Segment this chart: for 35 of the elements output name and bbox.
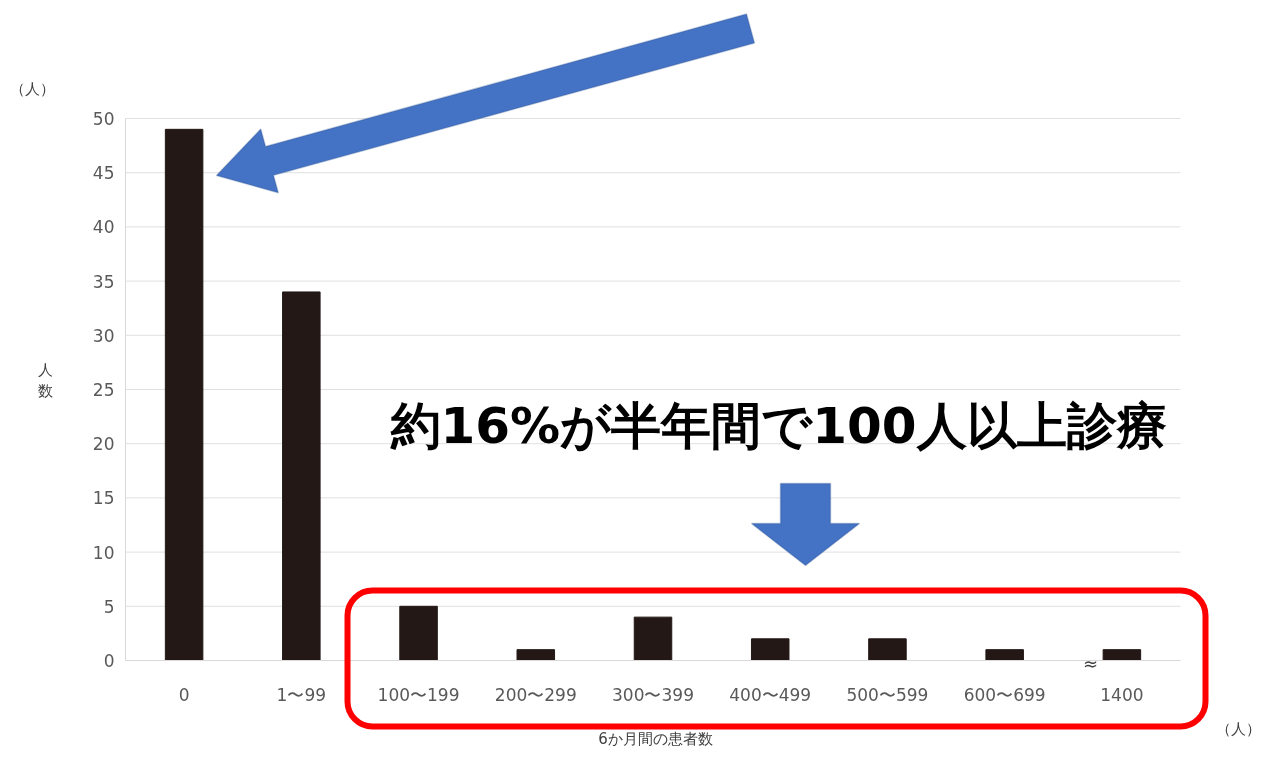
- y-tick-label: 45: [92, 163, 115, 184]
- y-tick-label: 5: [103, 596, 115, 617]
- x-tick-label: 0: [178, 684, 190, 705]
- y-tick-label: 40: [92, 217, 115, 238]
- y-tick-label: 0: [103, 651, 115, 671]
- bar: [282, 291, 321, 661]
- y-tick-label: 35: [92, 271, 115, 292]
- annotation: ≈: [1082, 653, 1099, 674]
- y-axis-title: 人数: [38, 360, 53, 401]
- text: （人）: [1216, 719, 1261, 738]
- x-tick-label: 100〜199: [377, 684, 460, 705]
- y-tick-label: 25: [92, 380, 115, 400]
- x-tick-label: 600〜699: [963, 684, 1046, 705]
- x-tick-label: 1〜99: [276, 684, 327, 705]
- annotation: 約16%が半年間で100人以上診療: [389, 396, 1167, 455]
- bar: [164, 128, 204, 661]
- bar: [399, 605, 438, 661]
- text: （人）: [10, 79, 55, 98]
- bar: [868, 638, 907, 661]
- bar: [985, 649, 1024, 661]
- y-tick-label: 30: [92, 325, 115, 346]
- x-axis-title: 6か月間の患者数: [598, 729, 713, 748]
- bar: [633, 616, 673, 661]
- y-tick-label: 10: [92, 542, 115, 563]
- bar: [516, 649, 556, 661]
- x-tick-label: 400〜499: [729, 684, 812, 705]
- bar: [750, 638, 790, 661]
- x-tick-label: 200〜299: [494, 684, 577, 705]
- x-tick-label: 500〜599: [846, 684, 929, 705]
- y-tick-label: 50: [92, 109, 115, 129]
- y-tick-label: 15: [92, 488, 115, 509]
- x-tick-label: 1400: [1100, 684, 1144, 705]
- x-tick-label: 300〜399: [612, 684, 694, 705]
- bar: [1102, 649, 1142, 661]
- y-tick-label: 20: [92, 434, 115, 455]
